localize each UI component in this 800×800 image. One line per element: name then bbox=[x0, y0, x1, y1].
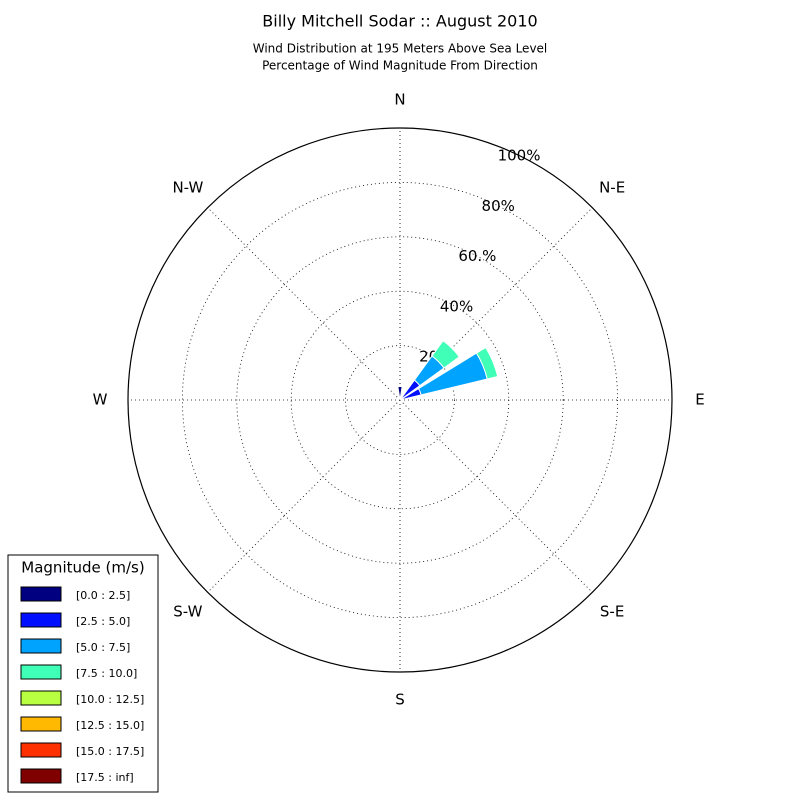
direction-label: S-W bbox=[173, 603, 202, 621]
legend-label: [17.5 : inf] bbox=[76, 771, 134, 784]
direction-label: E bbox=[695, 391, 704, 409]
spoke bbox=[399, 207, 593, 401]
direction-label: S bbox=[395, 691, 405, 709]
spoke bbox=[207, 207, 401, 401]
grid-ring bbox=[181, 181, 619, 619]
legend-swatch bbox=[20, 664, 62, 680]
legend-swatch bbox=[20, 742, 62, 758]
direction-label: S-E bbox=[600, 603, 624, 621]
direction-label: N-W bbox=[172, 178, 203, 196]
wedge bbox=[485, 347, 499, 377]
legend-label: [0.0 : 2.5] bbox=[76, 589, 130, 602]
legend-label: [7.5 : 10.0] bbox=[76, 667, 137, 680]
wedge bbox=[442, 340, 460, 358]
legend-title: Magnitude (m/s) bbox=[21, 559, 144, 577]
r-tick-label: 80% bbox=[482, 197, 515, 215]
grid-ring bbox=[290, 290, 510, 510]
legend-swatch bbox=[20, 690, 62, 706]
r-tick-label: 40% bbox=[440, 297, 473, 315]
legend-label: [15.0 : 17.5] bbox=[76, 745, 144, 758]
direction-label: N-E bbox=[599, 178, 625, 196]
chart-title: Billy Mitchell Sodar :: August 2010 bbox=[262, 12, 537, 31]
spoke bbox=[207, 399, 401, 593]
legend-label: [10.0 : 12.5] bbox=[76, 693, 144, 706]
spoke bbox=[399, 399, 593, 593]
r-tick-label: 60.% bbox=[458, 247, 496, 265]
legend-swatch bbox=[20, 586, 62, 602]
grid-ring bbox=[345, 345, 455, 455]
grid-ring bbox=[236, 236, 564, 564]
legend-swatch bbox=[20, 716, 62, 732]
chart-subtitle: Wind Distribution at 195 Meters Above Se… bbox=[253, 42, 548, 56]
legend-label: [12.5 : 15.0] bbox=[76, 719, 144, 732]
outer-circle bbox=[127, 127, 673, 673]
direction-label: W bbox=[93, 391, 108, 409]
direction-label: N bbox=[394, 91, 405, 109]
legend-label: [2.5 : 5.0] bbox=[76, 615, 130, 628]
r-tick-label: 100% bbox=[498, 147, 541, 165]
chart-subtitle: Percentage of Wind Magnitude From Direct… bbox=[262, 59, 538, 73]
legend-swatch bbox=[20, 768, 62, 784]
legend-swatch bbox=[20, 612, 62, 628]
legend-label: [5.0 : 7.5] bbox=[76, 641, 130, 654]
legend-swatch bbox=[20, 638, 62, 654]
